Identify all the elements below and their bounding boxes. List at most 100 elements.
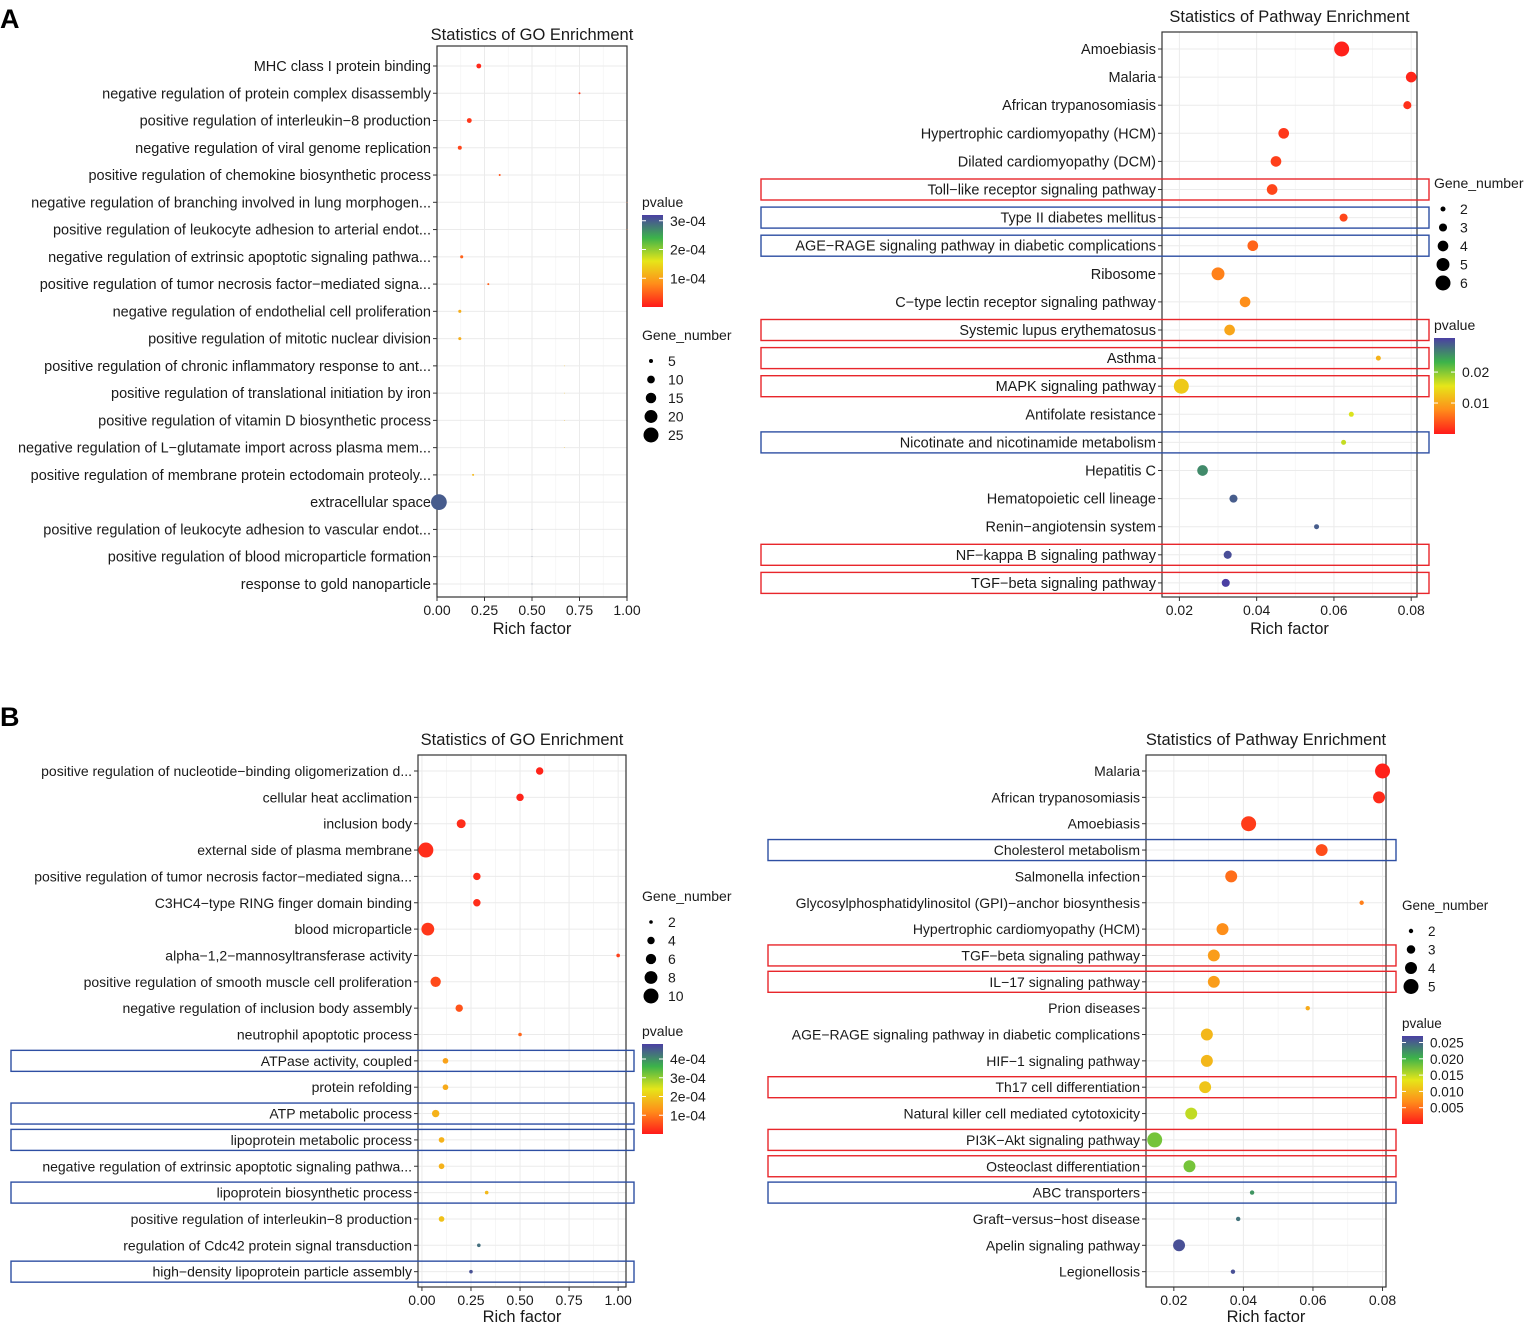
data-point [1278, 127, 1290, 139]
category-label: protein refolding [312, 1079, 412, 1095]
data-point [626, 201, 628, 203]
size-legend-label: 25 [668, 427, 684, 443]
category-label: high−density lipoprotein particle assemb… [152, 1264, 412, 1280]
size-legend-title: Gene_number [642, 327, 732, 343]
size-legend-dot [649, 920, 653, 924]
size-legend-label: 10 [668, 372, 684, 388]
color-bar [642, 215, 663, 307]
plot-frame [417, 754, 627, 1288]
category-label: external side of plasma membrane [197, 842, 412, 858]
category-label: NF−kappa B signaling pathway [956, 548, 1157, 564]
data-point [1223, 550, 1232, 559]
size-legend-dot [1405, 962, 1417, 974]
category-label: ATP metabolic process [269, 1106, 412, 1122]
highlight-box-blue [10, 1260, 635, 1283]
category-label: positive regulation of blood micropartic… [108, 550, 431, 566]
data-point [1230, 1269, 1236, 1274]
data-point [1173, 1239, 1186, 1252]
data-point [1339, 213, 1348, 222]
x-tick-label: 0.06 [1320, 602, 1347, 618]
size-legend-dot [1403, 979, 1419, 994]
data-point [438, 1137, 445, 1143]
category-label: negative regulation of inclusion body as… [122, 1000, 412, 1016]
color-legend-title: pvalue [1434, 317, 1475, 333]
data-point [1197, 465, 1208, 476]
category-label: positive regulation of tumor necrosis fa… [40, 277, 431, 293]
x-tick-label: 0.25 [471, 602, 498, 618]
category-label: Osteoclast differentiation [986, 1158, 1140, 1174]
category-label: TGF−beta signaling pathway [971, 576, 1157, 592]
x-tick-label: 0.04 [1243, 602, 1270, 618]
category-label: positive regulation of leukocyte adhesio… [53, 223, 431, 239]
highlight-box-blue [760, 234, 1430, 257]
category-label: lipoprotein metabolic process [231, 1132, 412, 1148]
data-point [1207, 975, 1220, 988]
size-legend-label: 4 [1460, 238, 1468, 254]
size-legend-dot [645, 392, 657, 404]
data-point [1199, 1081, 1212, 1094]
data-point [442, 1084, 449, 1091]
data-point [1314, 524, 1320, 530]
category-label: Hypertrophic cardiomyopathy (HCM) [921, 126, 1156, 142]
x-axis-label: Rich factor [483, 1308, 562, 1323]
panel-b-pathway-chart: Statistics of Pathway Enrichment Malaria A… [767, 731, 1489, 1323]
data-point [1200, 1028, 1213, 1041]
color-bar [1434, 338, 1455, 434]
plot-frame [1145, 754, 1387, 1288]
category-label: Hematopoietic cell lineage [987, 492, 1156, 508]
category-label: Glycosylphosphatidylinositol (GPI)−ancho… [796, 895, 1140, 911]
category-label: Amoebiasis [1081, 42, 1156, 58]
size-legend-dot [1406, 945, 1416, 954]
size-legend-label: 6 [1460, 275, 1468, 291]
category-label: Apelin signaling pathway [986, 1237, 1140, 1253]
data-point [418, 842, 434, 858]
size-legend-dot [1437, 240, 1449, 252]
data-point [487, 283, 490, 286]
size-legend-dot [1436, 258, 1450, 271]
category-label: Type II diabetes mellitus [1000, 211, 1156, 227]
data-point [458, 337, 462, 341]
chart-title: Statistics of GO Enrichment [431, 26, 634, 44]
category-label: positive regulation of membrane protein … [31, 468, 431, 484]
size-legend-dot [1440, 206, 1446, 212]
data-point [1249, 1190, 1255, 1195]
x-tick-label: 0.08 [1369, 1292, 1396, 1308]
color-legend-label: 0.010 [1430, 1084, 1464, 1099]
category-label: PI3K−Akt signaling pathway [966, 1132, 1140, 1148]
data-point [438, 1163, 445, 1170]
data-point [578, 92, 581, 95]
category-label: Malaria [1108, 70, 1156, 86]
category-label: Salmonella infection [1015, 868, 1140, 884]
x-axis-label: Rich factor [493, 620, 572, 638]
x-tick-label: 0.75 [566, 602, 593, 618]
color-legend-label: 0.005 [1430, 1101, 1464, 1116]
color-legend-label: 1e-04 [670, 1107, 706, 1123]
x-tick-label: 1.00 [613, 602, 640, 618]
data-point [1247, 240, 1259, 252]
color-legend-title: pvalue [1402, 1016, 1442, 1031]
size-legend-title: Gene_number [1402, 898, 1489, 913]
category-label: ABC transporters [1033, 1185, 1140, 1201]
data-point [458, 309, 462, 313]
x-tick-label: 0.08 [1398, 602, 1425, 618]
category-label: Graft−versus−host disease [973, 1211, 1141, 1227]
category-label: IL−17 signaling pathway [989, 974, 1140, 990]
size-legend-dot [643, 988, 659, 1004]
x-tick-label: 0.25 [457, 1292, 484, 1308]
panel-a-pathway-chart: Statistics of Pathway Enrichment Amoebias… [760, 8, 1524, 638]
category-label: alpha−1,2−mannosyltransferase activity [165, 947, 412, 963]
category-label: positive regulation of translational ini… [111, 386, 431, 402]
highlight-box-blue [760, 206, 1430, 229]
data-point [498, 174, 501, 177]
data-point [531, 583, 533, 585]
category-label: negative regulation of L−glutamate impor… [18, 441, 431, 457]
data-point [1341, 439, 1347, 445]
data-point [1375, 763, 1391, 779]
category-label: blood microparticle [295, 921, 413, 937]
highlight-box-red [760, 346, 1430, 370]
x-tick-label: 0.06 [1299, 1292, 1326, 1308]
color-bar [642, 1044, 663, 1134]
data-point [1185, 1107, 1198, 1120]
category-label: positive regulation of nucleotide−bindin… [41, 763, 412, 779]
data-point [1229, 494, 1238, 503]
